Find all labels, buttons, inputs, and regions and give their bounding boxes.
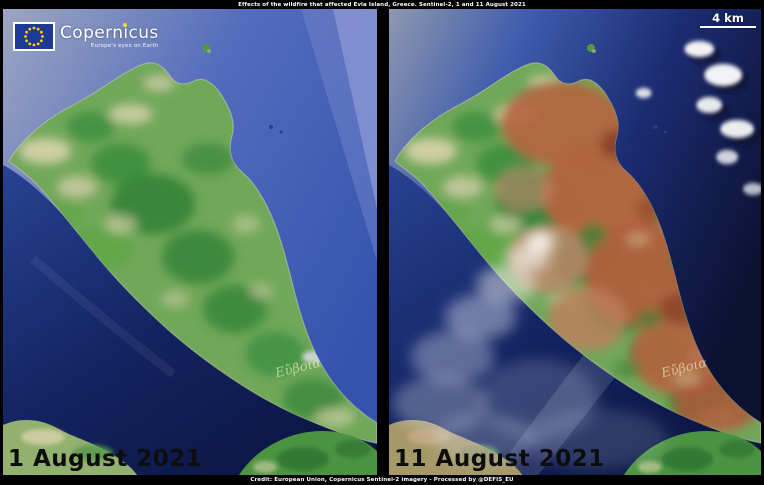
comparison-panels: Copernicus Europe's eyes on Earth Εὔβοια… [0, 9, 764, 475]
page-title: Effects of the wildfire that affected Ev… [238, 1, 526, 8]
date-label-after: 11 August 2021 [394, 446, 605, 472]
date-label-before: 1 August 2021 [8, 446, 203, 472]
satellite-image-after [389, 9, 761, 475]
grain-overlay [389, 9, 761, 475]
panel-before: Copernicus Europe's eyes on Earth Εὔβοια… [3, 9, 377, 475]
copernicus-satellite-dot-icon [123, 23, 128, 27]
panel-after: 4 km Εὔβοια 11 August 2021 [389, 9, 761, 475]
eu-flag-icon [13, 22, 55, 51]
scale-bar-line [700, 26, 756, 28]
copernicus-wordmark: Copernicus Europe's eyes on Earth [60, 23, 159, 49]
scale-bar: 4 km [700, 11, 756, 28]
copernicus-tagline: Europe's eyes on Earth [90, 43, 159, 49]
credit-text: Credit: European Union, Copernicus Senti… [250, 477, 514, 483]
satellite-image-before [3, 9, 377, 475]
scale-bar-label: 4 km [712, 11, 744, 25]
copernicus-logo: Copernicus Europe's eyes on Earth [13, 22, 159, 51]
copernicus-logo-text: Copernicus [60, 23, 159, 43]
header-title-bar: Effects of the wildfire that affected Ev… [0, 0, 764, 9]
grain-overlay [3, 9, 377, 475]
footer-credit-bar: Credit: European Union, Copernicus Senti… [0, 475, 764, 485]
